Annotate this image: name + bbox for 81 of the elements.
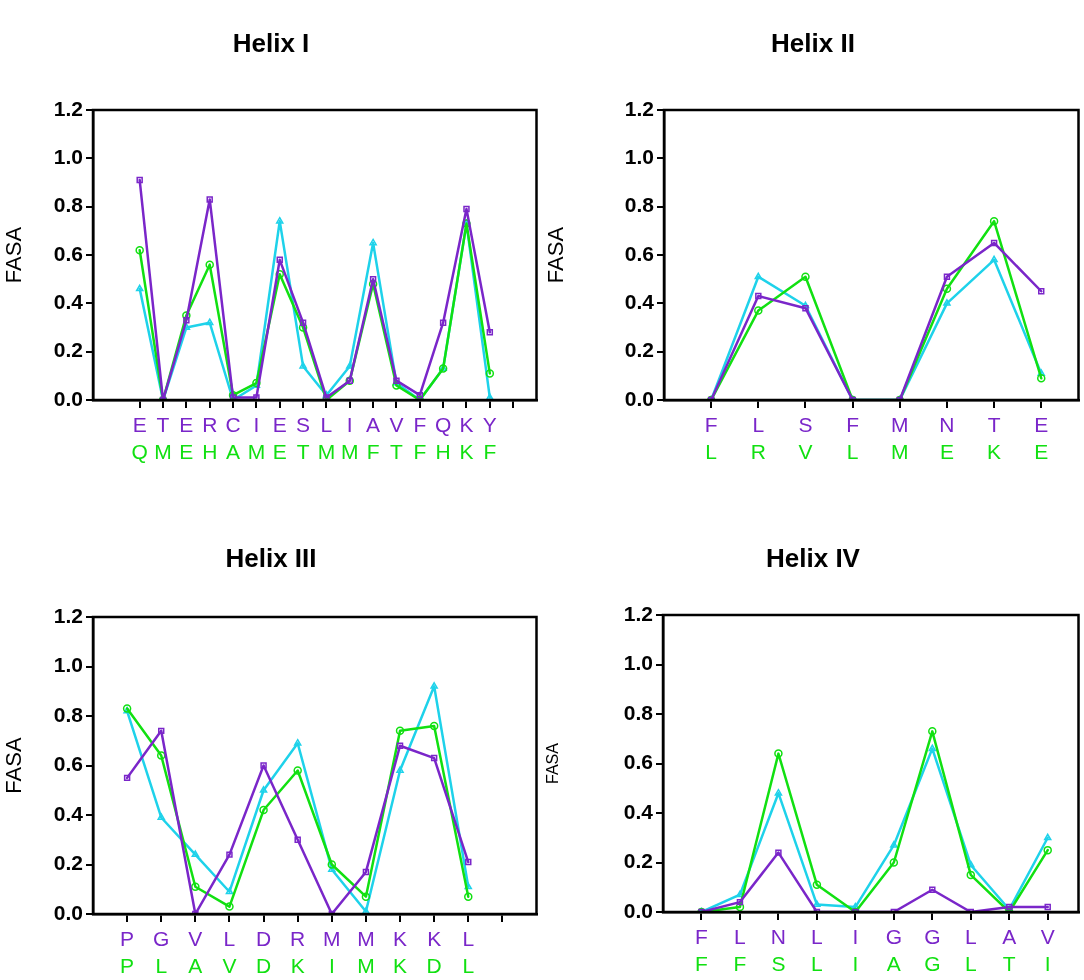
- y-tick-label: 0.4: [53, 290, 84, 314]
- x-tick-label: S V: [798, 412, 813, 463]
- x-tick-label: N S: [770, 924, 786, 975]
- x-tick-label: F F: [695, 924, 708, 975]
- y-tick-label: 0.8: [624, 193, 655, 217]
- y-tick-label: 1.2: [623, 601, 653, 625]
- y-tick-label: 1.2: [53, 603, 83, 627]
- x-tick-label: A T: [1002, 924, 1017, 975]
- chart-title: Helix II: [771, 28, 855, 59]
- x-tick-label: M M: [891, 412, 909, 463]
- x-tick-label: L M: [317, 412, 336, 463]
- y-axis-title: FASA: [1, 737, 27, 794]
- x-tick-label: T M: [154, 412, 172, 463]
- x-tick-label: I M: [341, 412, 359, 463]
- x-tick-label: S T: [296, 412, 311, 463]
- x-tick-label: N E: [939, 412, 955, 463]
- chart-title: Helix I: [232, 28, 310, 59]
- x-tick-label: R K: [290, 926, 306, 977]
- x-tick-label: K K: [393, 926, 408, 977]
- x-tick-label: L F: [733, 924, 747, 975]
- x-tick-label: Q H: [434, 412, 452, 463]
- x-tick-label: M I: [323, 926, 341, 977]
- x-tick-label: C A: [225, 412, 241, 463]
- y-tick-label: 0.6: [624, 241, 654, 265]
- y-tick-label: 1.0: [623, 651, 653, 675]
- x-tick-label: L L: [462, 926, 475, 977]
- y-axis-title: FASA: [1, 226, 27, 284]
- x-tick-label: L R: [750, 412, 766, 463]
- x-tick-label: E E: [179, 412, 194, 463]
- y-tick-label: 1.2: [624, 96, 654, 120]
- x-tick-label: V T: [389, 412, 404, 463]
- x-tick-label: T K: [987, 412, 1002, 463]
- y-tick-label: 0.6: [53, 241, 83, 265]
- y-axis-title: FASA: [544, 742, 562, 784]
- y-tick-label: 1.0: [53, 653, 83, 677]
- x-tick-label: V A: [188, 926, 203, 977]
- x-tick-label: A F: [366, 412, 381, 463]
- x-tick-label: E Q: [131, 412, 148, 463]
- x-tick-label: M M: [357, 926, 375, 977]
- x-tick-label: L L: [811, 924, 823, 975]
- x-tick-label: V I: [1040, 924, 1055, 975]
- y-tick-label: 0.6: [623, 750, 653, 774]
- x-tick-label: G G: [924, 924, 941, 975]
- y-tick-label: 0.2: [624, 338, 654, 362]
- x-tick-label: G L: [153, 926, 170, 977]
- x-tick-label: F L: [704, 412, 718, 463]
- y-tick-label: 0.0: [53, 900, 83, 924]
- x-tick-label: R H: [202, 412, 218, 463]
- x-tick-label: F L: [846, 412, 860, 463]
- x-tick-label: L L: [964, 924, 977, 975]
- chart-title: Helix III: [225, 543, 317, 574]
- x-tick-label: L V: [222, 926, 237, 977]
- x-tick-label: E E: [272, 412, 287, 463]
- y-tick-label: 0.2: [623, 849, 653, 873]
- x-tick-label: I M: [247, 412, 266, 463]
- y-tick-label: 0.8: [53, 193, 84, 217]
- y-tick-label: 0.6: [53, 752, 83, 776]
- y-tick-label: 0.8: [623, 700, 654, 724]
- y-tick-label: 0.0: [624, 386, 654, 410]
- x-tick-label: I I: [852, 924, 859, 975]
- y-tick-label: 0.4: [53, 801, 84, 825]
- x-tick-label: F F: [413, 412, 427, 463]
- y-tick-label: 1.2: [53, 96, 83, 120]
- x-tick-label: E E: [1034, 412, 1049, 463]
- chart-title: Helix IV: [766, 543, 861, 574]
- x-tick-label: G A: [885, 924, 903, 975]
- y-axis-title: FASA: [543, 226, 569, 284]
- y-tick-label: 0.2: [53, 851, 83, 875]
- y-tick-label: 1.0: [624, 145, 654, 169]
- x-tick-label: P P: [120, 926, 135, 977]
- y-tick-label: 0.2: [53, 338, 83, 362]
- y-tick-label: 0.4: [623, 799, 654, 823]
- x-tick-label: D D: [255, 926, 272, 977]
- x-tick-label: Y F: [482, 412, 497, 463]
- y-tick-label: 0.4: [624, 290, 655, 314]
- y-tick-label: 0.8: [53, 702, 84, 726]
- x-tick-label: K D: [426, 926, 442, 977]
- y-tick-label: 0.0: [53, 386, 83, 410]
- y-tick-label: 0.0: [623, 898, 653, 922]
- y-tick-label: 1.0: [53, 145, 83, 169]
- x-tick-label: K K: [459, 412, 474, 463]
